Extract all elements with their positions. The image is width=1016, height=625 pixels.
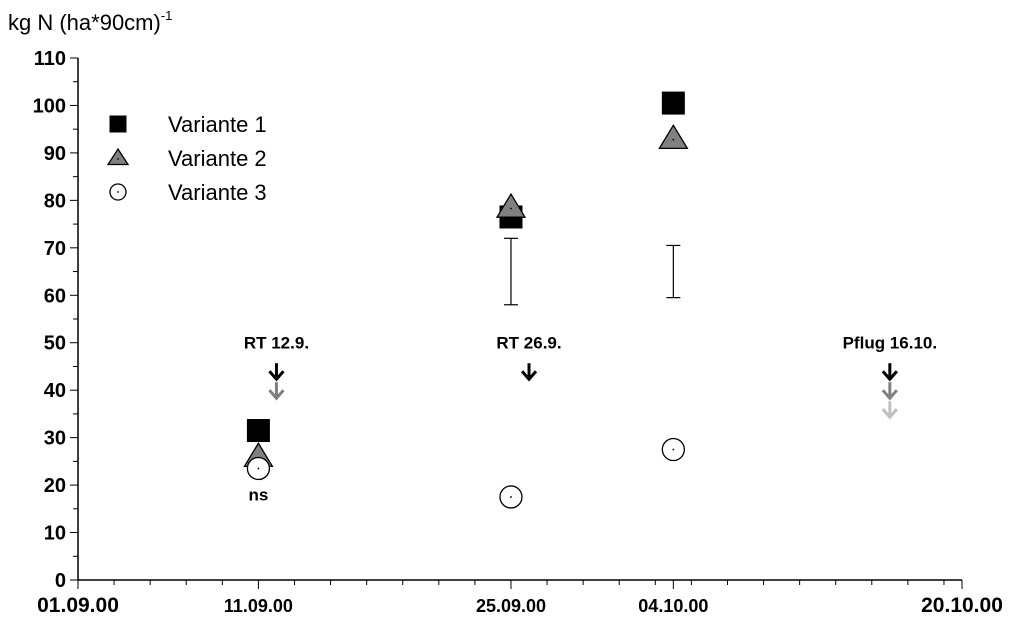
- y-tick-label: 80: [44, 190, 66, 212]
- marker-center-dot: [672, 448, 675, 451]
- data-point: [661, 91, 685, 115]
- y-tick-label: 30: [44, 428, 66, 450]
- annotation-arrow: [881, 363, 898, 382]
- y-axis-label-base: kg N (ha*90cm): [8, 10, 161, 35]
- marker-center-dot: [117, 158, 119, 160]
- annotation-arrow: [881, 382, 898, 401]
- data-point: [658, 124, 689, 150]
- annotation-arrow: [268, 363, 285, 382]
- marker-center-dot: [257, 467, 260, 470]
- y-tick-label: 0: [55, 570, 66, 592]
- x-tick-label: 01.09.00: [37, 594, 119, 617]
- y-tick-label: 110: [34, 48, 66, 70]
- annotation-arrow: [268, 382, 285, 401]
- legend-marker: [106, 147, 130, 166]
- legend-marker: [109, 183, 127, 201]
- annotations: RT 12.9. RT 26.9. Pflug 16.10. ns: [244, 334, 937, 505]
- data-point: [246, 419, 270, 443]
- y-tick-label: 100: [33, 95, 66, 117]
- series-variante-3: [246, 437, 685, 509]
- legend-item: Variante 2: [106, 146, 267, 171]
- y-tick-label: 50: [44, 333, 66, 355]
- data-points: [243, 91, 689, 509]
- error-bars: [503, 237, 681, 306]
- legend-label: Variante 3: [168, 180, 267, 205]
- annotation-arrow: [881, 401, 898, 420]
- series-variante-1: [246, 91, 685, 443]
- y-tick-label: 40: [44, 380, 66, 402]
- arrow-head: [881, 408, 898, 420]
- legend-item: Variante 1: [109, 112, 267, 137]
- y-tick-label: 90: [44, 143, 66, 165]
- y-axis-label-exponent: -1: [161, 8, 173, 23]
- legend-marker: [109, 115, 127, 133]
- arrow-head: [881, 389, 898, 401]
- legend-label: Variante 2: [168, 146, 267, 171]
- legend-item: Variante 3: [109, 180, 267, 205]
- y-tick-label: 70: [44, 238, 66, 260]
- y-tick-label: 60: [44, 285, 66, 307]
- annotation-label: Pflug 16.10.: [843, 334, 937, 353]
- data-point: [246, 456, 271, 481]
- annotation-arrow: [520, 363, 538, 382]
- marker-triangle: [495, 192, 527, 218]
- marker-center-dot: [117, 191, 119, 193]
- x-ticks: 01.09.00 11.09.00 25.09.00 04.10.00 20.10.00: [37, 580, 1003, 617]
- series-variante-2: [243, 124, 689, 467]
- marker-center-dot: [672, 138, 675, 141]
- annotation-label: RT 26.9.: [496, 334, 561, 353]
- arrow-head: [520, 370, 538, 382]
- marker-triangle: [658, 124, 689, 150]
- marker-square: [661, 91, 685, 115]
- data-point: [661, 437, 685, 462]
- annotation-label: ns: [248, 486, 268, 505]
- data-point: [499, 485, 523, 509]
- marker-square: [246, 419, 270, 443]
- y-tick-label: 20: [44, 475, 66, 497]
- error-bar: [666, 244, 681, 299]
- data-point: [495, 192, 527, 218]
- y-ticks: 0 10 20 30 40 50 60 70 80 90 100 110: [33, 48, 78, 592]
- x-tick-label: 04.10.00: [638, 596, 708, 616]
- legend-label: Variante 1: [168, 112, 267, 137]
- arrow-head: [268, 370, 285, 382]
- annotation-label: RT 12.9.: [244, 334, 309, 353]
- error-bar: [503, 237, 518, 306]
- arrow-head: [881, 370, 898, 382]
- marker-square: [109, 115, 127, 133]
- y-tick-label: 10: [44, 523, 66, 545]
- arrow-head: [268, 389, 285, 401]
- marker-center-dot: [510, 496, 512, 498]
- marker-center-dot: [510, 207, 512, 210]
- marker-triangle: [106, 147, 130, 166]
- x-tick-label: 11.09.00: [224, 596, 293, 616]
- x-tick-label: 25.09.00: [476, 596, 546, 616]
- legend: Variante 1 Variante 2 Variante 3: [106, 112, 267, 205]
- x-tick-label: 20.10.00: [921, 594, 1003, 617]
- y-axis-label: kg N (ha*90cm)-1: [8, 8, 172, 35]
